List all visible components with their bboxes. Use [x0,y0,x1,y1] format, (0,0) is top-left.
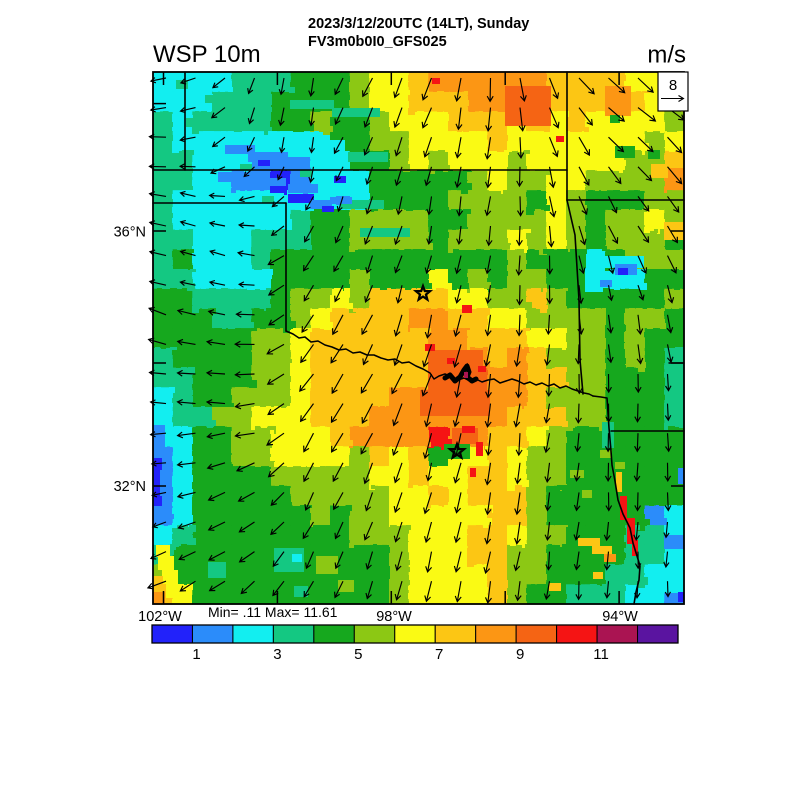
svg-text:5: 5 [354,646,362,663]
svg-text:2023/3/12/20UTC (14LT), Sunday: 2023/3/12/20UTC (14LT), Sunday [308,16,529,32]
svg-text:FV3m0b0I0_GFS025: FV3m0b0I0_GFS025 [308,34,447,50]
svg-text:m/s: m/s [647,42,686,69]
svg-text:94°W: 94°W [602,609,638,625]
svg-text:WSP 10m: WSP 10m [153,41,261,68]
svg-text:36°N: 36°N [114,225,146,241]
svg-text:7: 7 [435,646,443,663]
svg-text:9: 9 [516,646,524,663]
svg-text:3: 3 [273,646,281,663]
svg-text:8: 8 [669,77,677,94]
svg-text:102°W: 102°W [138,609,182,625]
svg-text:1: 1 [192,646,200,663]
svg-text:Min= .11 Max= 11.61: Min= .11 Max= 11.61 [208,604,338,620]
svg-text:11: 11 [593,646,609,663]
svg-text:98°W: 98°W [376,609,412,625]
svg-text:32°N: 32°N [114,479,146,495]
